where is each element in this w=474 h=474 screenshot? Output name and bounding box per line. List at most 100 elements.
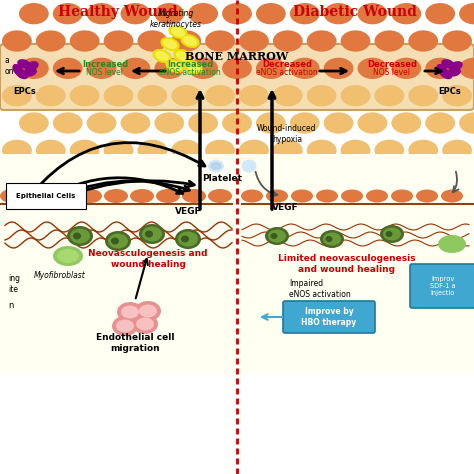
Ellipse shape bbox=[78, 189, 102, 203]
Ellipse shape bbox=[307, 30, 337, 52]
Ellipse shape bbox=[87, 112, 117, 134]
Ellipse shape bbox=[273, 85, 303, 106]
Ellipse shape bbox=[137, 30, 167, 52]
Text: Diabetic Wound: Diabetic Wound bbox=[293, 5, 417, 19]
Ellipse shape bbox=[290, 3, 319, 24]
Ellipse shape bbox=[366, 190, 388, 202]
Ellipse shape bbox=[70, 228, 90, 244]
Ellipse shape bbox=[205, 140, 235, 161]
Text: Limited neovasculogenesis
and wound healing: Limited neovasculogenesis and wound heal… bbox=[278, 254, 416, 274]
Ellipse shape bbox=[439, 69, 453, 79]
Ellipse shape bbox=[111, 237, 119, 245]
Ellipse shape bbox=[155, 58, 184, 79]
Ellipse shape bbox=[0, 189, 24, 203]
Ellipse shape bbox=[459, 112, 474, 134]
Text: Wound-induced
hypoxia: Wound-induced hypoxia bbox=[257, 124, 317, 144]
Ellipse shape bbox=[168, 25, 188, 39]
Ellipse shape bbox=[120, 58, 150, 79]
Ellipse shape bbox=[19, 3, 49, 24]
Ellipse shape bbox=[104, 140, 133, 161]
Ellipse shape bbox=[57, 249, 79, 263]
Ellipse shape bbox=[326, 236, 332, 242]
Ellipse shape bbox=[181, 236, 189, 243]
Ellipse shape bbox=[155, 112, 184, 134]
Ellipse shape bbox=[416, 190, 438, 202]
Ellipse shape bbox=[178, 231, 198, 246]
Ellipse shape bbox=[137, 85, 167, 106]
Ellipse shape bbox=[19, 58, 49, 79]
Bar bbox=[0, 159, 474, 374]
Text: n: n bbox=[8, 301, 13, 310]
Ellipse shape bbox=[130, 189, 154, 203]
Ellipse shape bbox=[239, 140, 269, 161]
Text: Increased: Increased bbox=[167, 60, 213, 69]
Ellipse shape bbox=[104, 85, 133, 106]
Ellipse shape bbox=[182, 189, 206, 203]
Text: ing
ite: ing ite bbox=[8, 274, 20, 294]
Ellipse shape bbox=[425, 58, 455, 79]
Ellipse shape bbox=[165, 59, 185, 73]
Ellipse shape bbox=[160, 37, 180, 51]
Ellipse shape bbox=[256, 112, 286, 134]
Ellipse shape bbox=[188, 3, 218, 24]
Text: Migrating
keratinocytes: Migrating keratinocytes bbox=[150, 9, 202, 29]
Bar bbox=[0, 374, 474, 474]
Ellipse shape bbox=[155, 51, 169, 61]
Ellipse shape bbox=[273, 140, 303, 161]
Ellipse shape bbox=[171, 27, 185, 37]
Ellipse shape bbox=[374, 85, 404, 106]
Text: Decreased: Decreased bbox=[262, 60, 312, 69]
Ellipse shape bbox=[437, 64, 447, 76]
Text: VEGF: VEGF bbox=[175, 207, 201, 216]
Text: Platelet: Platelet bbox=[202, 173, 242, 182]
Ellipse shape bbox=[341, 140, 370, 161]
Ellipse shape bbox=[163, 39, 177, 49]
Ellipse shape bbox=[357, 3, 387, 24]
Ellipse shape bbox=[239, 85, 269, 106]
Ellipse shape bbox=[291, 190, 313, 202]
Text: eNOS activation: eNOS activation bbox=[159, 68, 221, 77]
Ellipse shape bbox=[222, 58, 252, 79]
Ellipse shape bbox=[383, 228, 401, 240]
Ellipse shape bbox=[273, 30, 303, 52]
Ellipse shape bbox=[447, 67, 461, 77]
Ellipse shape bbox=[459, 3, 474, 24]
Ellipse shape bbox=[142, 227, 162, 241]
Ellipse shape bbox=[205, 30, 235, 52]
Ellipse shape bbox=[188, 112, 218, 134]
Ellipse shape bbox=[425, 3, 455, 24]
Bar bbox=[0, 154, 237, 204]
Ellipse shape bbox=[307, 140, 337, 161]
Ellipse shape bbox=[290, 112, 319, 134]
Ellipse shape bbox=[171, 140, 201, 161]
Ellipse shape bbox=[104, 30, 133, 52]
Ellipse shape bbox=[36, 140, 66, 161]
FancyBboxPatch shape bbox=[0, 44, 474, 110]
Ellipse shape bbox=[73, 233, 81, 239]
Ellipse shape bbox=[391, 190, 413, 202]
Ellipse shape bbox=[441, 59, 455, 69]
Ellipse shape bbox=[265, 227, 289, 245]
Ellipse shape bbox=[341, 85, 370, 106]
Ellipse shape bbox=[156, 189, 180, 203]
Ellipse shape bbox=[171, 85, 201, 106]
Ellipse shape bbox=[104, 189, 128, 203]
Ellipse shape bbox=[36, 85, 66, 106]
Ellipse shape bbox=[241, 190, 263, 202]
Ellipse shape bbox=[324, 112, 354, 134]
Ellipse shape bbox=[70, 85, 100, 106]
Ellipse shape bbox=[442, 85, 472, 106]
Ellipse shape bbox=[180, 34, 200, 48]
Text: Increased: Increased bbox=[82, 60, 128, 69]
Bar bbox=[237, 154, 474, 204]
Text: Endothelial cell
migration: Endothelial cell migration bbox=[96, 333, 174, 353]
Ellipse shape bbox=[408, 140, 438, 161]
Ellipse shape bbox=[341, 190, 363, 202]
Ellipse shape bbox=[2, 85, 32, 106]
Ellipse shape bbox=[392, 112, 421, 134]
Ellipse shape bbox=[271, 233, 277, 239]
FancyBboxPatch shape bbox=[410, 264, 474, 308]
Ellipse shape bbox=[188, 58, 218, 79]
Ellipse shape bbox=[183, 60, 203, 74]
Ellipse shape bbox=[222, 112, 252, 134]
